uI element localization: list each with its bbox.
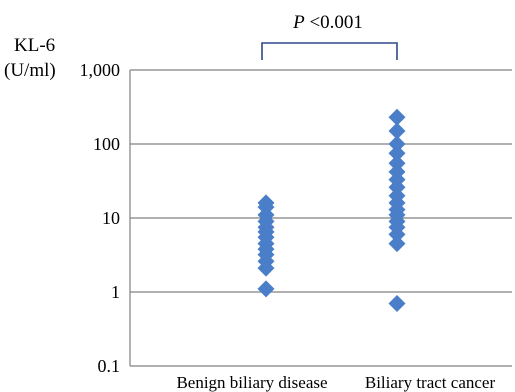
y-tick-label: 10 [102, 208, 120, 228]
data-point-cancer [388, 294, 406, 312]
y-tick-label: 1,000 [80, 60, 121, 80]
y-tick-label: 100 [93, 134, 120, 154]
y-axis-label-line1: KL-6 [14, 35, 55, 56]
y-tick-label: 1 [111, 282, 120, 302]
data-point-cancer [388, 225, 406, 243]
y-axis-label-line2: (U/ml) [4, 60, 56, 81]
data-point-benign [257, 259, 275, 277]
data-points [257, 108, 406, 312]
x-category-label-benign: Benign biliary disease [176, 373, 327, 392]
data-point-cancer [388, 108, 406, 126]
grid-lines [130, 69, 512, 367]
significance-bracket [261, 42, 398, 60]
data-point-cancer [388, 122, 406, 140]
x-category-label-cancer: Biliary tract cancer [365, 373, 496, 392]
data-point-cancer [388, 154, 406, 172]
data-point-cancer [388, 235, 406, 253]
p-value-text: <0.001 [305, 12, 363, 33]
data-point-cancer [388, 144, 406, 162]
p-value-annotation: P <0.001 [292, 12, 363, 33]
y-tick-label: 0.1 [98, 356, 121, 376]
data-point-cancer [388, 135, 406, 153]
p-letter: P [292, 12, 305, 33]
y-tick-labels: 0.1 1 10 100 1,000 [80, 60, 121, 376]
data-point-benign [257, 280, 275, 298]
